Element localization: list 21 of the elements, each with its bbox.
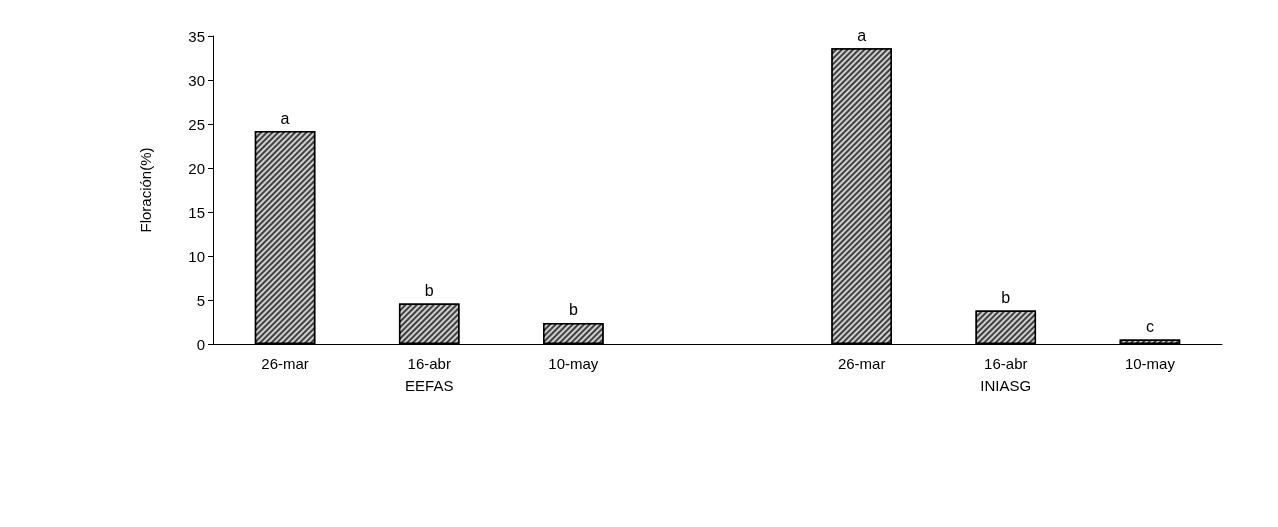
x-tick-label: 16-abr INIASG (980, 354, 1032, 394)
y-tick-label: 10 (188, 247, 205, 265)
data-label: a (280, 109, 290, 127)
y-axis-title: Floración(%) (137, 147, 154, 233)
y-tick-label: 5 (196, 291, 205, 309)
x-tick-label: 10-may (1124, 354, 1176, 372)
data-label: a (857, 26, 867, 44)
y-tick-label: 0 (196, 335, 205, 353)
data-label: c (1145, 318, 1154, 336)
data-label: b (424, 282, 434, 300)
y-tick-label: 15 (188, 203, 205, 221)
x-tick-label: 16-abr EEFAS (405, 354, 454, 394)
y-tick-label: 20 (188, 159, 205, 177)
y-tick-label: 35 (188, 27, 205, 45)
x-tick-label: 26-mar (837, 354, 886, 372)
y-tick-label: 25 (188, 115, 205, 133)
y-tick-label: 30 (188, 71, 205, 89)
data-label: b (1001, 289, 1011, 307)
x-tick-label: 10-may (548, 354, 599, 372)
data-label: b (568, 301, 578, 319)
x-tick-label: 26-mar (261, 354, 309, 372)
